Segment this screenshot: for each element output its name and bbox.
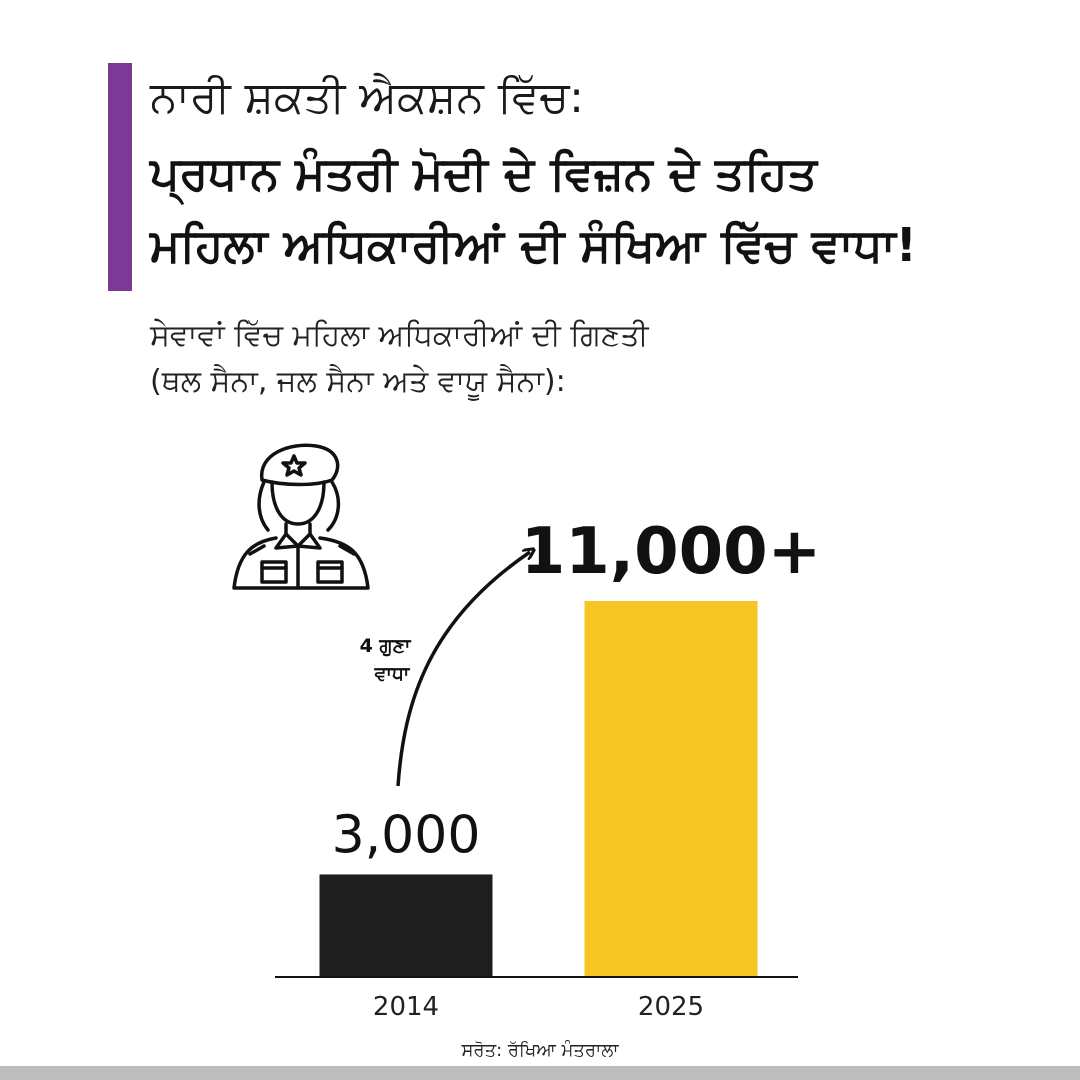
data-label-2025: 11,000+ [521,515,822,589]
data-label-2014: 3,000 [332,805,481,865]
tick-label-2014: 2014 [373,992,439,1022]
accent-bar [108,63,132,291]
annotation-line1: 4 ਗੁਣਾ [360,635,412,657]
header-title-line3: ਮਹਿਲਾ ਅਧਿਕਾਰੀਆਂ ਦੀ ਸੰਖਿਆ ਵਿੱਚ ਵਾਧਾ! [150,218,917,272]
header-title-line2: ਪ੍ਰਧਾਨ ਮੰਤਰੀ ਮੋਦੀ ਦੇ ਵਿਜ਼ਨ ਦੇ ਤਹਿਤ [150,146,817,200]
bar-2025 [584,601,758,977]
female-officer-icon [232,443,370,590]
subtitle-line1: ਸੇਵਾਵਾਂ ਵਿੱਚ ਮਹਿਲਾ ਅਧਿਕਾਰੀਆਂ ਦੀ ਗਿਣਤੀ [150,318,649,353]
growth-arrow-icon [396,552,530,787]
bar-2014 [319,874,493,977]
subtitle-line2: (ਥਲ ਸੈਨਾ, ਜਲ ਸੈਨਾ ਅਤੇ ਵਾਯੂ ਸੈਨਾ): [150,364,566,399]
tick-label-2025: 2025 [638,992,704,1022]
bottom-strip [0,1066,1080,1080]
header-title-line1: ਨਾਰੀ ਸ਼ਕਤੀ ਐਕਸ਼ਨ ਵਿੱਚ: [150,72,584,123]
annotation-line2: ਵਾਧਾ [374,663,411,685]
source-note: ਸਰੋਤ: ਰੱਖਿਆ ਮੰਤਰਾਲਾ [461,1040,619,1061]
